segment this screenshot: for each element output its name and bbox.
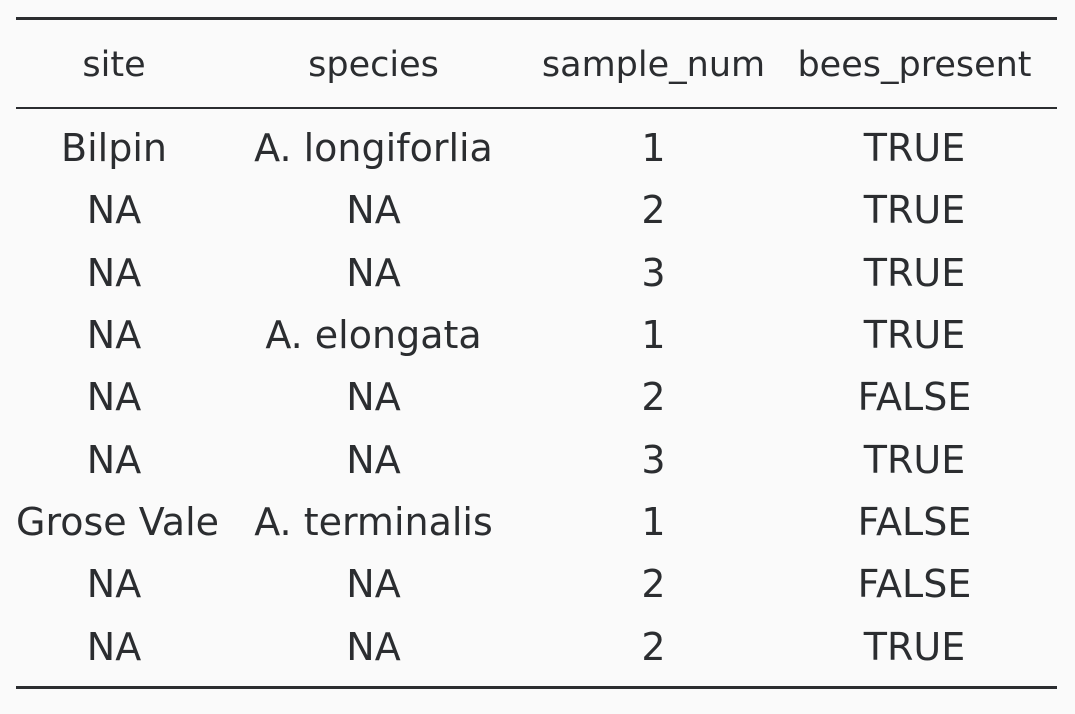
cell-bees-present: TRUE <box>863 437 966 482</box>
cell-species: A. terminalis <box>254 499 493 544</box>
cell-species: A. longiforlia <box>254 126 493 171</box>
cell-sample-num: 2 <box>641 188 666 233</box>
cell-sample-num: 1 <box>641 126 666 171</box>
cell-sample-num: 1 <box>641 313 666 358</box>
cell-site: Grose Vale <box>16 499 220 544</box>
cell-species: NA <box>346 437 401 482</box>
table-row: NA NA 2 FALSE <box>16 553 1057 615</box>
cell-species: A. elongata <box>265 313 482 358</box>
table-row: NA NA 2 TRUE <box>16 179 1057 241</box>
table-header-rule <box>16 107 1057 109</box>
cell-site: NA <box>86 250 142 295</box>
cell-site: NA <box>86 313 142 358</box>
cell-sample-num: 2 <box>641 562 666 607</box>
table-row: NA NA 2 FALSE <box>16 366 1057 428</box>
cell-bees-present: FALSE <box>857 375 972 420</box>
cell-sample-num: 2 <box>641 375 666 420</box>
cell-species: NA <box>346 188 401 233</box>
column-header-sample-num: sample_num <box>541 44 766 85</box>
cell-sample-num: 2 <box>641 624 666 669</box>
cell-species: NA <box>346 624 401 669</box>
table-row: NA NA 2 TRUE <box>16 615 1057 677</box>
table-row: Grose Vale A. terminalis 1 FALSE <box>16 491 1057 553</box>
cell-sample-num: 1 <box>641 499 666 544</box>
cell-site: NA <box>86 562 142 607</box>
table-body: Bilpin A. longiforlia 1 TRUE NA NA 2 TRUE NA NA 3 T… <box>16 109 1057 678</box>
column-header-bees-present: bees_present <box>797 44 1032 85</box>
data-table: site species sample_num bees_present Bil… <box>16 17 1057 689</box>
cell-sample-num: 3 <box>641 250 666 295</box>
table-row: NA NA 3 TRUE <box>16 428 1057 490</box>
header-row: site species sample_num bees_present <box>16 20 1057 107</box>
cell-site: NA <box>86 624 142 669</box>
cell-bees-present: FALSE <box>857 499 972 544</box>
cell-site: NA <box>86 375 142 420</box>
table-header: site species sample_num bees_present <box>16 20 1057 107</box>
cell-species: NA <box>346 562 401 607</box>
cell-species: NA <box>346 250 401 295</box>
cell-bees-present: TRUE <box>863 313 966 358</box>
cell-bees-present: TRUE <box>863 126 966 171</box>
table-bottom-rule <box>16 685 1057 689</box>
table-row: Bilpin A. longiforlia 1 TRUE <box>16 109 1057 179</box>
column-header-site: site <box>82 44 146 85</box>
cell-site: Bilpin <box>61 126 167 171</box>
column-header-species: species <box>308 44 439 85</box>
cell-bees-present: TRUE <box>863 250 966 295</box>
cell-bees-present: FALSE <box>857 562 972 607</box>
table-top-rule <box>16 17 1057 20</box>
cell-species: NA <box>346 375 401 420</box>
cell-bees-present: TRUE <box>863 624 966 669</box>
cell-bees-present: TRUE <box>863 188 966 233</box>
table-row: NA NA 3 TRUE <box>16 242 1057 304</box>
cell-sample-num: 3 <box>641 437 666 482</box>
table-row: NA A. elongata 1 TRUE <box>16 304 1057 366</box>
cell-site: NA <box>86 188 142 233</box>
cell-site: NA <box>86 437 142 482</box>
